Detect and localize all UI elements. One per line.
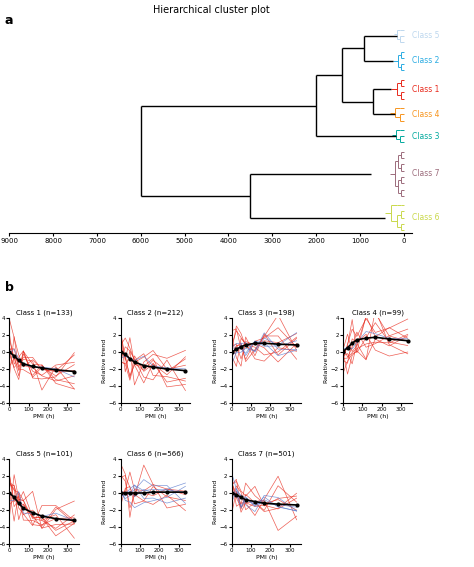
Title: Class 7 (n=501): Class 7 (n=501)	[238, 451, 295, 458]
Y-axis label: Relative trend: Relative trend	[324, 338, 329, 383]
Title: Class 2 (n=212): Class 2 (n=212)	[127, 310, 183, 316]
Y-axis label: Relative trend: Relative trend	[102, 480, 107, 524]
Text: Class 1: Class 1	[412, 84, 440, 94]
Y-axis label: Relative trend: Relative trend	[213, 338, 218, 383]
Title: Class 3 (n=198): Class 3 (n=198)	[238, 310, 295, 316]
Text: Class 3: Class 3	[412, 132, 440, 141]
X-axis label: PMI (h): PMI (h)	[367, 414, 389, 418]
Title: Class 4 (n=99): Class 4 (n=99)	[352, 310, 404, 316]
Title: Class 5 (n=101): Class 5 (n=101)	[16, 451, 73, 458]
X-axis label: PMI (h): PMI (h)	[33, 414, 55, 418]
Title: Hierarchical cluster plot: Hierarchical cluster plot	[153, 5, 269, 15]
Text: Class 2: Class 2	[412, 57, 440, 65]
X-axis label: PMI (h): PMI (h)	[145, 414, 166, 418]
Text: Class 4: Class 4	[412, 110, 440, 119]
X-axis label: PMI (h): PMI (h)	[255, 414, 277, 418]
X-axis label: PMI (h): PMI (h)	[33, 555, 55, 560]
Title: Class 6 (n=566): Class 6 (n=566)	[127, 451, 183, 458]
Y-axis label: Relative trend: Relative trend	[213, 480, 218, 524]
Text: Class 7: Class 7	[412, 170, 440, 179]
Text: b: b	[5, 281, 14, 294]
Title: Class 1 (n=133): Class 1 (n=133)	[16, 310, 73, 316]
Text: a: a	[5, 14, 13, 27]
X-axis label: PMI (h): PMI (h)	[255, 555, 277, 560]
Text: Class 5: Class 5	[412, 31, 440, 40]
Y-axis label: Relative trend: Relative trend	[102, 338, 107, 383]
X-axis label: PMI (h): PMI (h)	[145, 555, 166, 560]
Text: Class 6: Class 6	[412, 213, 440, 222]
